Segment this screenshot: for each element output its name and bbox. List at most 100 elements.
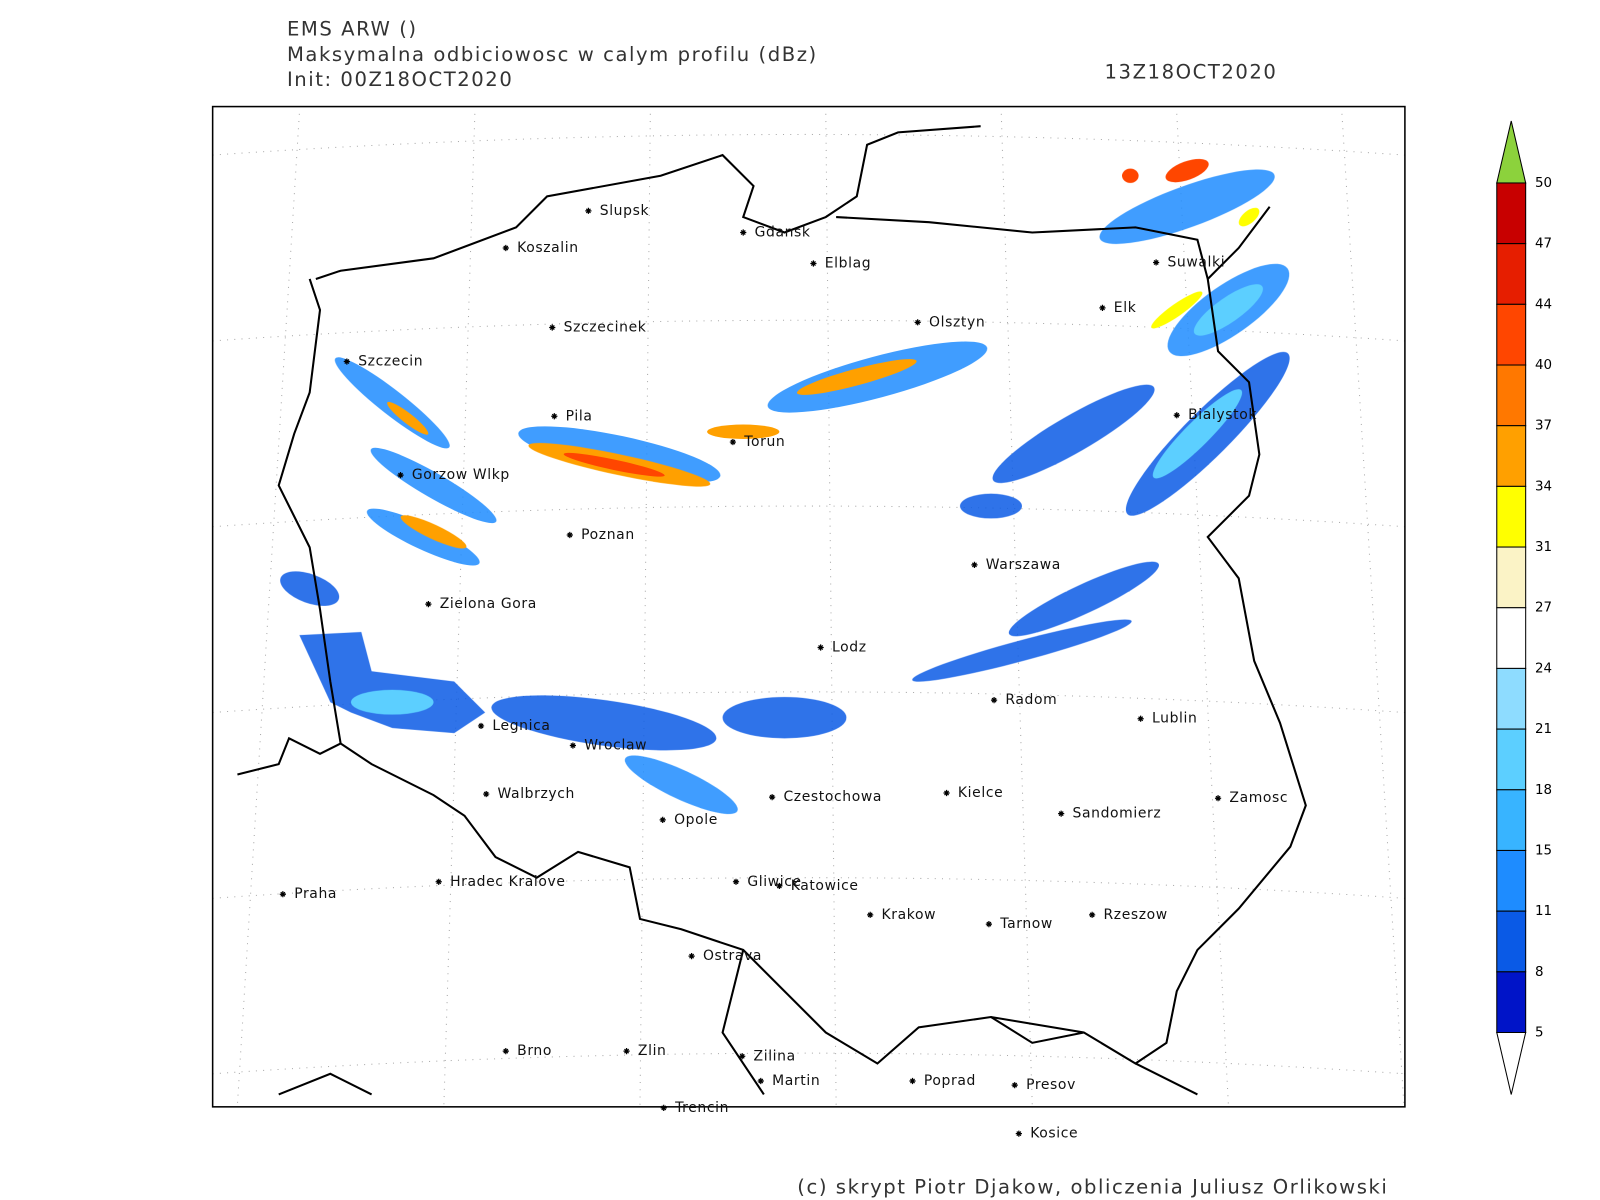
city-name: Pila (566, 408, 593, 424)
city-marker (867, 911, 874, 918)
city-name: Rzeszow (1103, 907, 1167, 923)
field-title: Maksymalna odbiciowosc w calym profilu (… (287, 43, 818, 66)
city-marker (740, 229, 747, 236)
city-marker (1058, 810, 1065, 817)
city-marker (569, 742, 576, 749)
colorbar-box (1496, 607, 1527, 669)
city-name: Kielce (958, 785, 1003, 801)
valid-time: 13Z18OCT2020 (1105, 61, 1278, 84)
colorbar-label: 31 (1535, 540, 1552, 555)
city-name: Czestochowa (783, 789, 882, 805)
city-marker (909, 1077, 916, 1085)
city-marker (435, 878, 442, 885)
city-name: Zlin (638, 1043, 667, 1059)
city-name: Gliwice (747, 874, 801, 890)
colorbar-label: 37 (1535, 419, 1552, 434)
colorbar-label: 5 (1535, 1026, 1544, 1041)
city-marker (757, 1077, 764, 1085)
city-marker (477, 722, 485, 730)
city-marker (660, 1104, 667, 1111)
colorbar-label: 18 (1535, 783, 1552, 798)
city-marker (1011, 1082, 1018, 1089)
city-marker (551, 413, 558, 420)
colorbar-box (1496, 364, 1527, 427)
city-marker (502, 1048, 509, 1055)
city-name: Legnica (492, 718, 550, 734)
city-marker (397, 472, 404, 479)
city-marker (1089, 911, 1096, 918)
city-marker (1099, 304, 1106, 311)
city-name: Krakow (882, 907, 937, 923)
colorbar-box (1496, 425, 1527, 487)
city-name: Martin (772, 1073, 820, 1089)
city-name: Wroclaw (584, 738, 647, 754)
colorbar-box (1496, 485, 1527, 548)
colorbar-box (1496, 910, 1527, 973)
city-name: Slupsk (600, 203, 650, 219)
city-name: Lodz (832, 639, 867, 655)
colorbar-label: 11 (1535, 904, 1552, 919)
city-name: Suwalki (1167, 254, 1225, 270)
colorbar-label: 44 (1535, 297, 1552, 312)
city-marker (483, 790, 490, 798)
city-marker (502, 244, 509, 252)
colorbar-box (1496, 971, 1527, 1034)
city-marker (739, 1053, 746, 1060)
city-name: Zielona Gora (440, 596, 537, 612)
city-name: Trencin (674, 1100, 729, 1116)
graticule (212, 113, 1405, 1105)
city-name: Zilina (754, 1048, 796, 1064)
city-name: Praha (294, 886, 337, 902)
colorbar-label: 15 (1535, 843, 1552, 858)
credits: (c) skrypt Piotr Djakow, obliczenia Juli… (797, 1176, 1388, 1199)
city-name: Kosice (1030, 1126, 1078, 1142)
city-marker (1153, 259, 1160, 266)
colorbar-box (1496, 789, 1527, 851)
city-marker (1214, 795, 1222, 802)
city-name: Ostrava (703, 948, 762, 964)
city-marker (729, 438, 736, 446)
city-marker (549, 324, 556, 331)
colorbar-over (1496, 120, 1527, 184)
city-name: Hradec Kralove (450, 874, 565, 890)
city-name: Bialystok (1188, 407, 1257, 423)
city-name: Koszalin (517, 240, 579, 256)
city-marker (943, 789, 950, 797)
map-area (212, 113, 1405, 1105)
colorbar-label: 34 (1535, 479, 1552, 494)
city-name: Opole (674, 812, 718, 828)
init-time: Init: 00Z18OCT2020 (287, 68, 513, 91)
colorbar-box (1496, 243, 1527, 305)
city-marker (776, 882, 783, 890)
city-marker (1137, 715, 1144, 722)
city-marker (585, 207, 592, 214)
colorbar-box (1496, 849, 1527, 912)
city-marker (623, 1048, 630, 1055)
city-name: Elblag (825, 255, 871, 271)
city-name: Olsztyn (929, 314, 985, 330)
city-name: Walbrzych (498, 786, 575, 802)
city-name: Gdansk (755, 225, 811, 241)
city-name: Lublin (1152, 711, 1197, 727)
colorbar-label: 8 (1535, 965, 1544, 980)
colorbar-box (1496, 728, 1527, 791)
city-marker (817, 644, 824, 651)
city-name: Presov (1026, 1077, 1076, 1093)
borders (237, 125, 1307, 1096)
colorbar: 50 47 44 40 37 34 31 27 24 21 18 15 11 8 5 (1496, 120, 1552, 1095)
city-marker (279, 891, 286, 898)
city-name: Poznan (581, 527, 635, 543)
city-marker (659, 816, 666, 823)
city-marker (769, 794, 776, 801)
city-marker (985, 921, 992, 928)
colorbar-box (1496, 667, 1527, 730)
city-marker (971, 561, 978, 568)
colorbar-box (1496, 303, 1527, 366)
reflectivity-field (280, 158, 1290, 815)
city-marker (732, 878, 740, 885)
city-name: Poprad (924, 1073, 976, 1089)
city-name: Brno (517, 1043, 552, 1059)
city-marker (914, 319, 921, 326)
